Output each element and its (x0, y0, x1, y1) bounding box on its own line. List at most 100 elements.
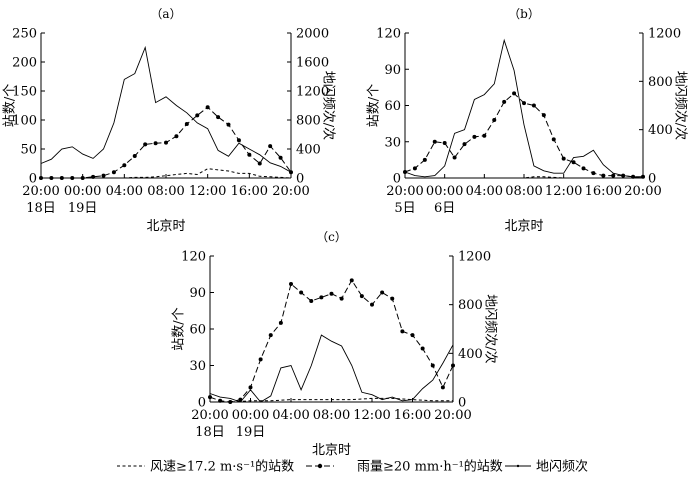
series-rain-point (39, 176, 43, 180)
x-tick-label: 12:00 (545, 184, 582, 199)
series-rain-point (329, 291, 334, 296)
chart-panel-a: （a） 0 50 100 150 200 250 0 400 800 1200 1600 2000 20:… (3, 7, 337, 234)
series-rain-point (70, 176, 75, 180)
left-tick-label: 150 (12, 85, 37, 100)
x-tick-label: 20:00 (386, 184, 423, 199)
x-axis-title: 北京时 (504, 219, 543, 234)
series-wind-line (210, 397, 453, 403)
series-rain-point (101, 173, 106, 178)
legend-lightning-marker (516, 464, 520, 468)
series-rain-point (339, 296, 344, 301)
series-rain-point (91, 174, 96, 179)
legend-rain-label: 雨量≥20 mm·h⁻¹的站数 (357, 459, 503, 475)
panel-label: （b） (508, 7, 540, 21)
x-tick-label: 04:00 (466, 184, 503, 199)
series-rain-point (195, 113, 200, 118)
series-rain-point (289, 281, 293, 286)
right-tick-label: 1600 (296, 56, 329, 71)
series-rain-point (482, 133, 487, 138)
series-rain-point (184, 122, 189, 127)
series-rain-point (442, 140, 447, 145)
series-rain-point (122, 163, 127, 168)
series-rain-point (571, 160, 576, 165)
series-rain-point (228, 400, 233, 404)
right-axis-title: 地闪频次/次 (483, 294, 499, 363)
series-rain-point (432, 139, 437, 144)
series-rain-point (218, 398, 223, 403)
series-rain-point (430, 363, 435, 368)
left-tick-label: 200 (12, 56, 37, 71)
left-tick-label: 100 (12, 114, 37, 129)
x-tick-label: 00:00 (232, 408, 269, 423)
series-lightning-line (209, 334, 454, 403)
x-tick-label: 20:00 (191, 408, 228, 423)
x-date-label: 5日 (394, 201, 415, 216)
series-rain-point (380, 290, 385, 295)
series-rain-point (522, 101, 526, 106)
x-axis-title: 北京时 (312, 443, 351, 458)
series-rain-point (452, 155, 457, 160)
x-tick-label: 20:00 (434, 408, 471, 423)
left-tick-label: 0 (198, 396, 206, 411)
series-rain-point (205, 105, 210, 110)
series-rain-point (462, 142, 467, 147)
left-tick-label: 90 (384, 63, 401, 78)
left-tick-label: 0 (29, 172, 37, 187)
series-rain-point (420, 346, 425, 351)
left-tick-label: 30 (384, 135, 401, 150)
series-rain-point (216, 115, 221, 120)
series-rain-point (153, 141, 158, 146)
right-axis-title: 地闪频次/次 (321, 71, 337, 140)
legend-lightning-label: 地闪频次 (536, 459, 588, 475)
series-rain-point (492, 118, 497, 122)
x-tick-label: 20:00 (624, 184, 661, 199)
x-tick-label: 00:00 (426, 184, 463, 199)
series-rain-point (451, 363, 455, 368)
series-rain-point (440, 385, 445, 390)
right-tick-label: 800 (458, 298, 483, 313)
left-tick-label: 90 (189, 286, 206, 301)
x-date-label: 19日 (68, 201, 98, 216)
x-date-label: 19日 (236, 425, 266, 440)
legend-rain-marker (317, 463, 323, 469)
right-tick-label: 1200 (296, 85, 329, 100)
panel-label: （c） (316, 230, 347, 244)
series-rain-line (404, 92, 643, 178)
series-rain-point (319, 295, 324, 300)
series-rain-point (268, 144, 273, 149)
series-rain-point (258, 357, 263, 362)
series-rain-point (422, 157, 427, 162)
x-date-label: 18日 (26, 201, 56, 216)
left-tick-label: 0 (393, 172, 401, 187)
right-tick-label: 400 (648, 123, 673, 138)
series-rain-point (164, 140, 168, 145)
series-rain-point (278, 320, 283, 325)
series-rain-point (370, 302, 374, 307)
series-rain-point (226, 122, 231, 127)
left-axis-title: 站数/个 (172, 307, 187, 350)
right-axis-title: 地闪频次/次 (673, 71, 689, 140)
left-tick-label: 120 (376, 27, 401, 42)
x-tick-label: 16:00 (231, 184, 268, 199)
series-rain-point (502, 99, 507, 104)
right-tick-label: 0 (296, 172, 304, 187)
left-tick-label: 50 (20, 143, 37, 158)
right-tick-label: 400 (296, 143, 321, 158)
series-lightning-line (40, 45, 292, 173)
left-axis-title: 站数/个 (3, 84, 18, 127)
right-tick-label: 800 (648, 75, 673, 90)
series-rain-point (299, 290, 304, 295)
series-rain-point (257, 161, 262, 166)
series-rain-point (236, 138, 241, 143)
x-tick-label: 16:00 (585, 184, 622, 199)
x-tick-label: 12:00 (353, 408, 390, 423)
x-date-label: 6日 (434, 201, 455, 216)
series-rain-point (268, 333, 273, 338)
right-tick-label: 800 (296, 114, 321, 129)
series-rain-point (410, 333, 415, 338)
left-tick-label: 250 (12, 27, 37, 42)
x-tick-label: 08:00 (147, 184, 184, 199)
